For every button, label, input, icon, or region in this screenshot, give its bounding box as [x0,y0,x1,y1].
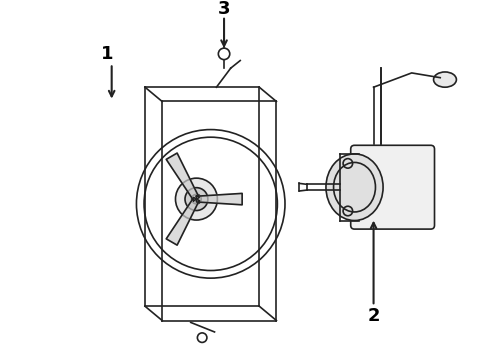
Ellipse shape [326,154,383,221]
Polygon shape [166,153,199,201]
Ellipse shape [434,72,456,87]
Polygon shape [166,198,199,245]
Text: 1: 1 [100,45,113,63]
Text: 2: 2 [368,307,380,325]
Polygon shape [196,193,242,205]
Circle shape [175,178,218,220]
FancyBboxPatch shape [351,145,435,229]
Text: 3: 3 [218,0,230,18]
Circle shape [185,188,208,211]
